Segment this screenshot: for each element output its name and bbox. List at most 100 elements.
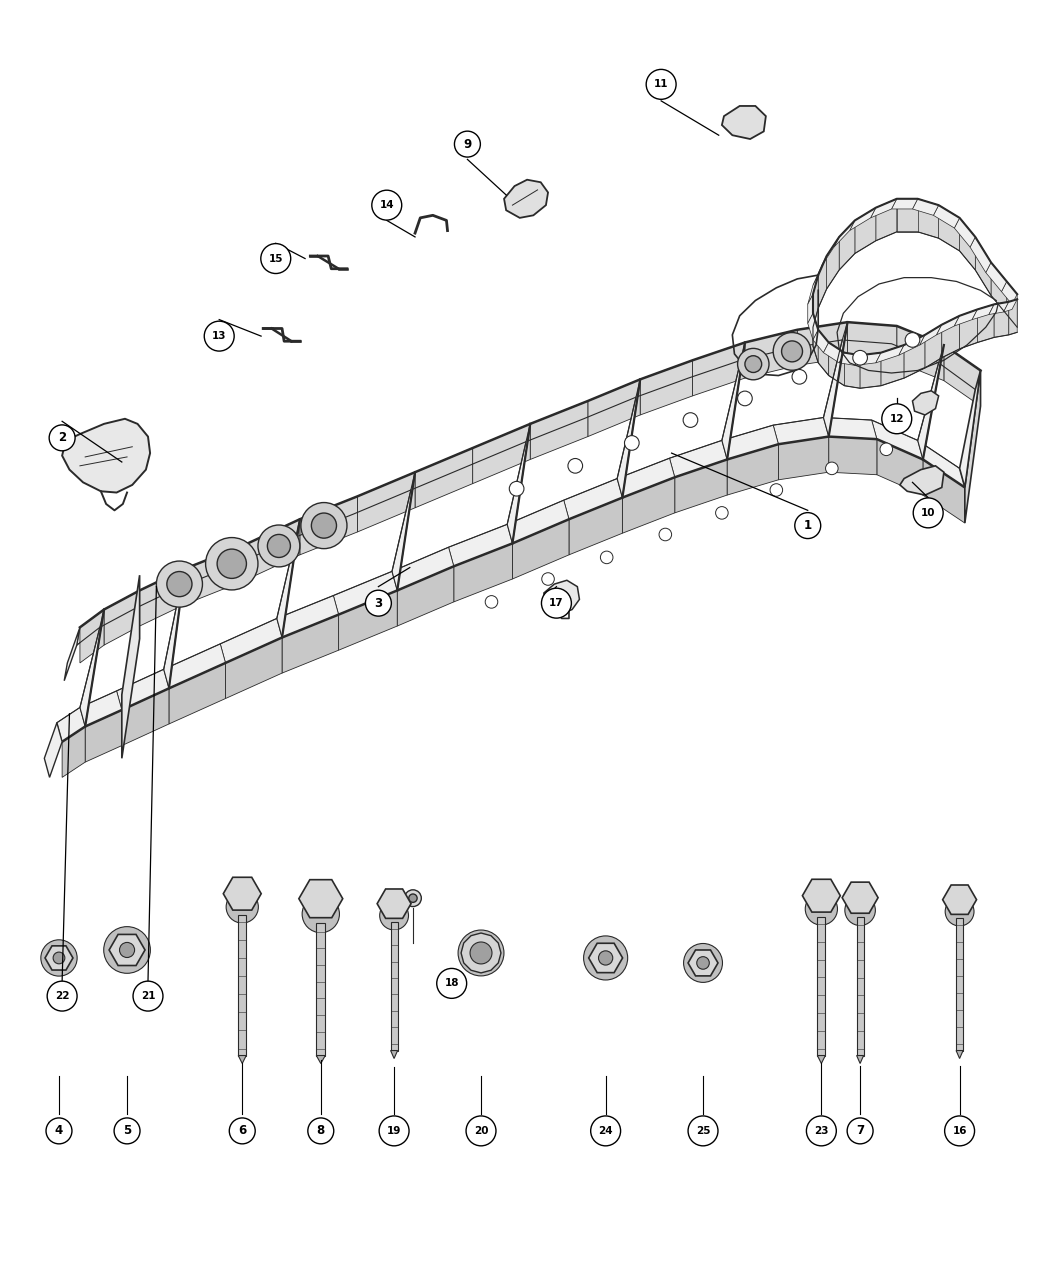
- Polygon shape: [912, 199, 939, 215]
- Polygon shape: [507, 423, 530, 543]
- Circle shape: [206, 538, 258, 590]
- Circle shape: [945, 898, 974, 926]
- Polygon shape: [957, 1051, 963, 1058]
- Polygon shape: [991, 263, 1007, 315]
- Polygon shape: [834, 221, 855, 247]
- Polygon shape: [975, 237, 991, 296]
- Circle shape: [437, 969, 466, 998]
- Polygon shape: [944, 346, 981, 405]
- Polygon shape: [960, 218, 975, 270]
- Circle shape: [380, 901, 408, 929]
- Polygon shape: [164, 569, 185, 688]
- Polygon shape: [80, 691, 122, 727]
- Polygon shape: [316, 923, 326, 1056]
- Polygon shape: [817, 917, 825, 1056]
- Circle shape: [601, 551, 613, 564]
- Circle shape: [598, 951, 613, 965]
- Text: 15: 15: [269, 254, 284, 264]
- Circle shape: [308, 1118, 334, 1144]
- Circle shape: [408, 894, 417, 903]
- Circle shape: [880, 442, 892, 455]
- Polygon shape: [564, 478, 623, 519]
- Polygon shape: [507, 500, 569, 543]
- Circle shape: [542, 588, 571, 618]
- Polygon shape: [397, 566, 454, 626]
- Polygon shape: [338, 590, 397, 650]
- Polygon shape: [876, 346, 904, 363]
- Polygon shape: [100, 590, 140, 627]
- Polygon shape: [818, 330, 828, 376]
- Text: 10: 10: [921, 507, 936, 518]
- Polygon shape: [986, 263, 1007, 292]
- Polygon shape: [855, 353, 881, 366]
- Polygon shape: [722, 425, 778, 459]
- Polygon shape: [526, 400, 588, 441]
- Polygon shape: [104, 590, 140, 645]
- Polygon shape: [960, 371, 981, 487]
- Polygon shape: [122, 575, 140, 759]
- Polygon shape: [939, 205, 960, 251]
- Circle shape: [133, 982, 163, 1011]
- Polygon shape: [844, 353, 860, 389]
- Polygon shape: [640, 361, 693, 414]
- Polygon shape: [353, 472, 415, 514]
- Polygon shape: [972, 305, 994, 320]
- Text: 21: 21: [141, 991, 155, 1001]
- Polygon shape: [617, 458, 675, 497]
- Circle shape: [744, 356, 761, 372]
- Polygon shape: [954, 218, 975, 247]
- Text: 23: 23: [814, 1126, 828, 1136]
- Circle shape: [853, 351, 867, 365]
- Polygon shape: [277, 595, 338, 638]
- Polygon shape: [877, 439, 923, 495]
- Polygon shape: [504, 180, 548, 218]
- Polygon shape: [821, 237, 839, 266]
- Text: 18: 18: [444, 978, 459, 988]
- Polygon shape: [316, 1056, 326, 1063]
- Polygon shape: [169, 663, 226, 724]
- Circle shape: [905, 333, 920, 347]
- Polygon shape: [918, 199, 939, 238]
- Polygon shape: [300, 496, 357, 555]
- Polygon shape: [226, 638, 282, 699]
- Polygon shape: [391, 1051, 398, 1058]
- Circle shape: [301, 502, 346, 548]
- Polygon shape: [826, 237, 839, 289]
- Polygon shape: [135, 569, 185, 608]
- Circle shape: [697, 956, 710, 969]
- Polygon shape: [85, 710, 122, 762]
- Polygon shape: [897, 199, 918, 232]
- Polygon shape: [813, 275, 818, 328]
- Polygon shape: [847, 323, 897, 362]
- Circle shape: [568, 459, 583, 473]
- Circle shape: [260, 244, 291, 274]
- Polygon shape: [454, 543, 512, 602]
- Polygon shape: [807, 275, 818, 305]
- Polygon shape: [623, 477, 675, 533]
- Text: 13: 13: [212, 332, 227, 342]
- Polygon shape: [839, 221, 855, 270]
- Circle shape: [46, 1118, 72, 1144]
- Polygon shape: [77, 609, 104, 645]
- Text: 9: 9: [463, 138, 471, 150]
- Polygon shape: [849, 208, 876, 231]
- Polygon shape: [588, 380, 640, 436]
- Polygon shape: [807, 314, 818, 340]
- Polygon shape: [740, 330, 797, 361]
- Text: 8: 8: [317, 1125, 324, 1137]
- Polygon shape: [472, 423, 530, 483]
- Circle shape: [47, 982, 77, 1011]
- Polygon shape: [722, 343, 744, 459]
- Polygon shape: [140, 569, 185, 626]
- Polygon shape: [64, 627, 80, 681]
- Text: 14: 14: [379, 200, 394, 210]
- Circle shape: [114, 1118, 140, 1144]
- Polygon shape: [392, 547, 454, 590]
- Circle shape: [914, 499, 943, 528]
- Circle shape: [792, 370, 806, 384]
- Text: 24: 24: [598, 1126, 613, 1136]
- Polygon shape: [296, 496, 357, 537]
- Circle shape: [258, 525, 300, 567]
- Polygon shape: [773, 417, 828, 444]
- Circle shape: [104, 927, 150, 973]
